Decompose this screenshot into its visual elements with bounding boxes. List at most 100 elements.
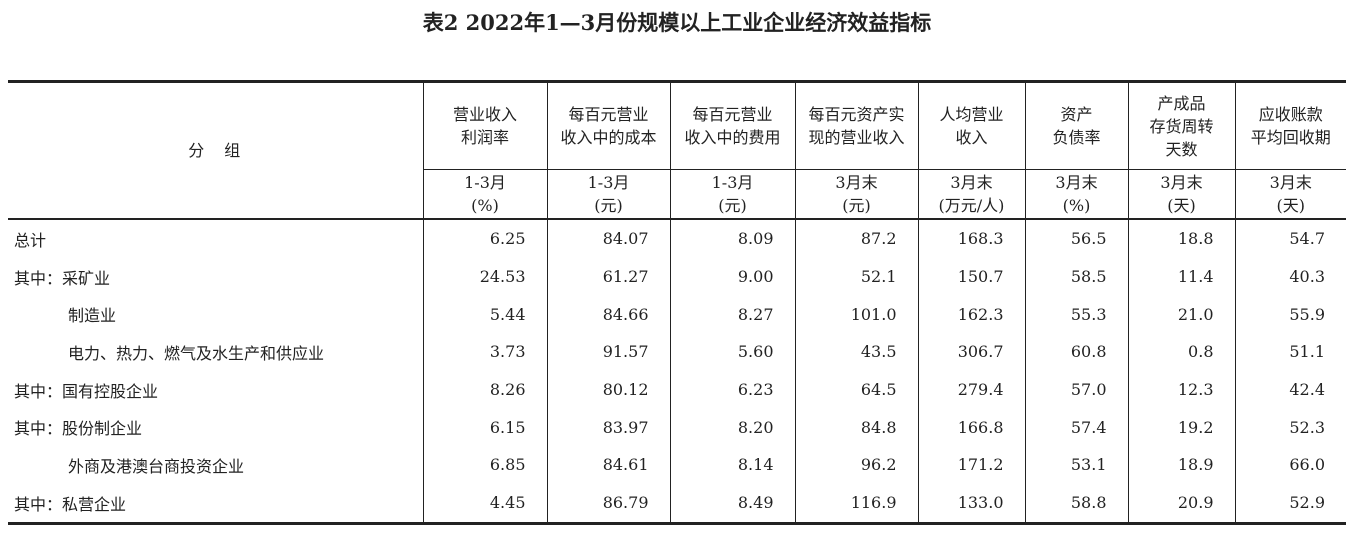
column-unit: 3月末 (天) bbox=[1127, 169, 1235, 220]
table-body: 总计 6.25 84.07 8.09 87.2 168.3 56.5 18.8 54.7 其中：采… bbox=[8, 219, 1346, 525]
cell-value: 83.97 bbox=[546, 408, 670, 447]
cell-value: 306.7 bbox=[917, 333, 1025, 371]
cell-value: 91.57 bbox=[546, 333, 670, 371]
cell-value: 57.0 bbox=[1024, 370, 1128, 409]
cell-value: 6.15 bbox=[422, 408, 547, 447]
table-head: 分 组营业收入 利润率 每百元营业 收入中的成本 每百元营业 收入中的费用 每百元资产实 现的… bbox=[8, 80, 1346, 220]
column-unit: 3月末 (元) bbox=[794, 169, 918, 220]
title: 表2 2022年1—3月份规模以上工业企业经济效益指标 bbox=[422, 10, 932, 35]
header-line: 每百元营业 bbox=[568, 105, 649, 124]
column-header: 人均营业 收入 bbox=[917, 80, 1025, 170]
header-line: 产成品 bbox=[1157, 93, 1206, 113]
row-label: 制造业 bbox=[68, 306, 117, 326]
column-header: 资产 负债率 bbox=[1024, 80, 1128, 170]
cell-value: 24.53 bbox=[422, 257, 547, 296]
header-line: 营业收入 bbox=[452, 105, 517, 124]
unit-line: 1-3月 bbox=[464, 173, 506, 192]
cell-value: 168.3 bbox=[917, 219, 1025, 258]
cell-value: 54.7 bbox=[1234, 219, 1346, 258]
data-row: 总计 6.25 84.07 8.09 87.2 168.3 56.5 18.8 54.7 bbox=[8, 219, 1346, 258]
header-line: 人均营业 bbox=[939, 105, 1004, 124]
cell-value: 55.9 bbox=[1234, 295, 1346, 334]
cell-value: 116.9 bbox=[794, 483, 918, 525]
cell-value: 84.8 bbox=[794, 408, 918, 447]
header-line: 应收账款 bbox=[1258, 105, 1323, 124]
column-unit: 3月末 (%) bbox=[1024, 169, 1128, 220]
data-row: 电力、热力、燃气及水生产和供应业 3.73 91.57 5.60 43.5 306.7 60… bbox=[8, 333, 1346, 371]
cell-value: 86.79 bbox=[546, 483, 670, 525]
unit-line: (元) bbox=[718, 196, 747, 215]
cell-value: 20.9 bbox=[1127, 483, 1235, 525]
unit-line: 3月末 bbox=[1269, 173, 1312, 192]
unit-row: 1-3月 (%) 1-3月 (元) 1-3月 (元) 3月末 (元) 3月末 (万元/人) 3月末 (… bbox=[8, 169, 1346, 220]
column-header: 应收账款 平均回收期 bbox=[1234, 80, 1346, 170]
row-label: 其中：股份制企业 bbox=[14, 419, 143, 439]
data-row: 其中：采矿业 24.53 61.27 9.00 52.1 150.7 58.5 11.4 40.… bbox=[8, 257, 1346, 296]
cell-value: 8.49 bbox=[669, 483, 795, 525]
data-row: 其中：股份制企业 6.15 83.97 8.20 84.8 166.8 57.4 19.2 52… bbox=[8, 408, 1346, 447]
unit-line: (%) bbox=[471, 196, 499, 215]
cell-value: 52.9 bbox=[1234, 483, 1346, 525]
cell-value: 5.44 bbox=[422, 295, 547, 334]
header-line: 每百元资产实 bbox=[808, 105, 905, 124]
row-label: 外商及港澳台商投资企业 bbox=[68, 456, 245, 476]
unit-line: (%) bbox=[1062, 196, 1091, 215]
header-line: 收入 bbox=[955, 128, 988, 147]
unit-line: 1-3月 bbox=[587, 173, 630, 192]
cell-value: 80.12 bbox=[546, 370, 670, 409]
cell-value: 64.5 bbox=[794, 370, 918, 409]
column-unit: 1-3月 (元) bbox=[546, 169, 670, 220]
column-header: 每百元营业收入中的费用 bbox=[669, 80, 795, 170]
data-row: 外商及港澳台商投资企业 6.85 84.61 8.14 96.2 171.2 53.1 18.… bbox=[8, 446, 1346, 484]
cell-value: 84.66 bbox=[546, 295, 670, 334]
cell-value: 6.23 bbox=[669, 370, 795, 409]
cell-value: 61.27 bbox=[546, 257, 670, 296]
cell-value: 53.1 bbox=[1024, 446, 1128, 484]
data-row: 其中：私营企业 4.45 86.79 8.49 116.9 133.0 58.8 20.9 52… bbox=[8, 483, 1346, 525]
cell-value: 40.3 bbox=[1234, 257, 1346, 296]
cell-value: 87.2 bbox=[794, 219, 918, 258]
cell-value: 166.8 bbox=[917, 408, 1025, 447]
unit-line: 3月末 bbox=[835, 173, 878, 192]
cell-value: 150.7 bbox=[917, 257, 1025, 296]
indicator-table: 分 组营业收入 利润率 每百元营业 收入中的成本 每百元营业 收入中的费用 每百元资产实 现的… bbox=[8, 80, 1346, 525]
column-header: 每百元营业收入中的成本 bbox=[546, 80, 670, 170]
unit-line: (元) bbox=[594, 196, 623, 215]
column-unit: 1-3月 (元) bbox=[669, 169, 795, 220]
cell-value: 8.27 bbox=[669, 295, 795, 334]
cell-value: 9.00 bbox=[669, 257, 795, 296]
column-unit: 3月末 (万元/人) bbox=[917, 169, 1025, 220]
row-label: 其中：采矿业 bbox=[14, 268, 111, 288]
unit-line: 3月末 bbox=[1055, 173, 1098, 192]
cell-value: 6.85 bbox=[422, 446, 547, 484]
cell-value: 66.0 bbox=[1234, 446, 1346, 484]
header-line: 利润率 bbox=[460, 128, 509, 147]
cell-value: 57.4 bbox=[1024, 408, 1128, 447]
cell-value: 171.2 bbox=[917, 446, 1025, 484]
cell-value: 8.09 bbox=[669, 219, 795, 258]
cell-value: 19.2 bbox=[1127, 408, 1235, 447]
cell-value: 42.4 bbox=[1234, 370, 1346, 409]
header-line: 平均回收期 bbox=[1250, 128, 1331, 147]
cell-value: 4.45 bbox=[422, 483, 547, 525]
cell-value: 133.0 bbox=[917, 483, 1025, 525]
header-line: 资产 bbox=[1060, 105, 1093, 124]
unit-line: 1-3月 bbox=[711, 173, 754, 192]
cell-value: 55.3 bbox=[1024, 295, 1128, 334]
cell-value: 6.25 bbox=[422, 219, 547, 258]
header-line: 每百元营业 bbox=[692, 105, 773, 124]
unit-line: 3月末 bbox=[950, 173, 993, 192]
header-line: 存货周转 bbox=[1149, 116, 1214, 136]
column-unit: 3月末 (天) bbox=[1234, 169, 1346, 220]
data-row: 其中：国有控股企业 8.26 80.12 6.23 64.5 279.4 57.0 12.3 4… bbox=[8, 370, 1346, 409]
group-header: 分 组 bbox=[8, 80, 423, 220]
column-header: 每百元资产实 现的营业收入 bbox=[794, 80, 918, 170]
unit-line: 3月末 bbox=[1160, 173, 1203, 192]
unit-line: (天) bbox=[1276, 196, 1306, 215]
cell-value: 52.3 bbox=[1234, 408, 1346, 447]
cell-value: 58.5 bbox=[1024, 257, 1128, 296]
row-label: 电力、热力、燃气及水生产和供应业 bbox=[68, 343, 325, 363]
header-line: 收入中的费用 bbox=[684, 128, 781, 147]
header-line: 收入中的成本 bbox=[560, 128, 657, 147]
